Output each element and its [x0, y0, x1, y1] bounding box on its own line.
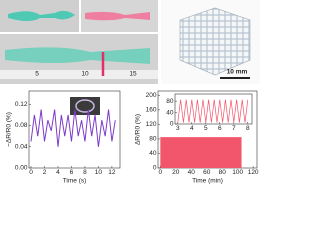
- x-tick-label: 6: [218, 125, 222, 132]
- data-band: [160, 137, 242, 168]
- sample: [8, 10, 75, 21]
- plot-frame: [28, 90, 121, 169]
- scale-bar-label: 10 mm: [227, 69, 248, 76]
- x-tick-label: 0: [29, 169, 33, 176]
- x-tick-label: 8: [83, 169, 87, 176]
- x-tick-label: 100: [232, 169, 243, 176]
- y-tick-label: 40: [149, 150, 157, 157]
- x-tick-label: 7: [232, 125, 236, 132]
- x-tick-label: 120: [248, 169, 259, 176]
- data-line: [30, 109, 116, 147]
- y-tick-label: 0.00: [15, 165, 28, 172]
- x-axis-label: Time (min): [192, 178, 223, 185]
- y-tick-label: 160: [146, 107, 157, 114]
- x-tick-label: 80: [219, 169, 227, 176]
- x-tick-label: 0: [159, 169, 163, 176]
- x-tick-label: 2: [43, 169, 47, 176]
- x-tick-label: 12: [108, 169, 116, 176]
- y-tick-label: 80: [149, 136, 157, 143]
- plot-frame: [174, 93, 253, 125]
- y-tick-label: 0.08: [15, 122, 28, 129]
- figure: 5 10 15 10 mm 0 2 4 6 8 10 12 0.00 0.04 0.08 0.12 T…: [0, 0, 260, 185]
- ruler: [0, 70, 158, 79]
- sample: [5, 47, 150, 64]
- y-tick-label: 0.12: [15, 101, 28, 108]
- photo-panel: 5 10 15 10 mm: [0, 0, 260, 84]
- inset-photo: [70, 97, 100, 115]
- x-tick-label: 60: [203, 169, 211, 176]
- y-tick-label: 40: [166, 109, 174, 116]
- y-tick-label: 0: [153, 165, 157, 172]
- x-tick-label: 6: [70, 169, 74, 176]
- x-tick-label: 4: [56, 169, 60, 176]
- ruler-label: 15: [129, 71, 137, 78]
- y-tick-label: 120: [146, 121, 157, 128]
- data-line: [177, 99, 249, 123]
- y-axis-label: ΔR/R0 (%): [135, 114, 142, 145]
- ruler-label: 10: [81, 71, 89, 78]
- x-tick-label: 5: [204, 125, 208, 132]
- y-tick-label: 0.04: [15, 143, 28, 150]
- y-axis-label: −ΔR/R0 (%): [6, 112, 13, 147]
- x-tick-label: 3: [176, 125, 180, 132]
- y-tick-label: 200: [146, 92, 157, 99]
- x-tick-label: 8: [246, 125, 250, 132]
- wristband: [75, 99, 95, 113]
- x-tick-label: 40: [188, 169, 196, 176]
- ruler-label: 5: [35, 71, 39, 78]
- x-tick-label: 10: [95, 169, 103, 176]
- x-tick-label: 20: [172, 169, 180, 176]
- x-axis-label: Time (s): [63, 178, 87, 185]
- x-tick-label: 4: [190, 125, 194, 132]
- y-tick-label: 0: [170, 121, 174, 128]
- lattice: [179, 7, 251, 76]
- y-tick-label: 80: [166, 98, 174, 105]
- sample: [85, 11, 150, 21]
